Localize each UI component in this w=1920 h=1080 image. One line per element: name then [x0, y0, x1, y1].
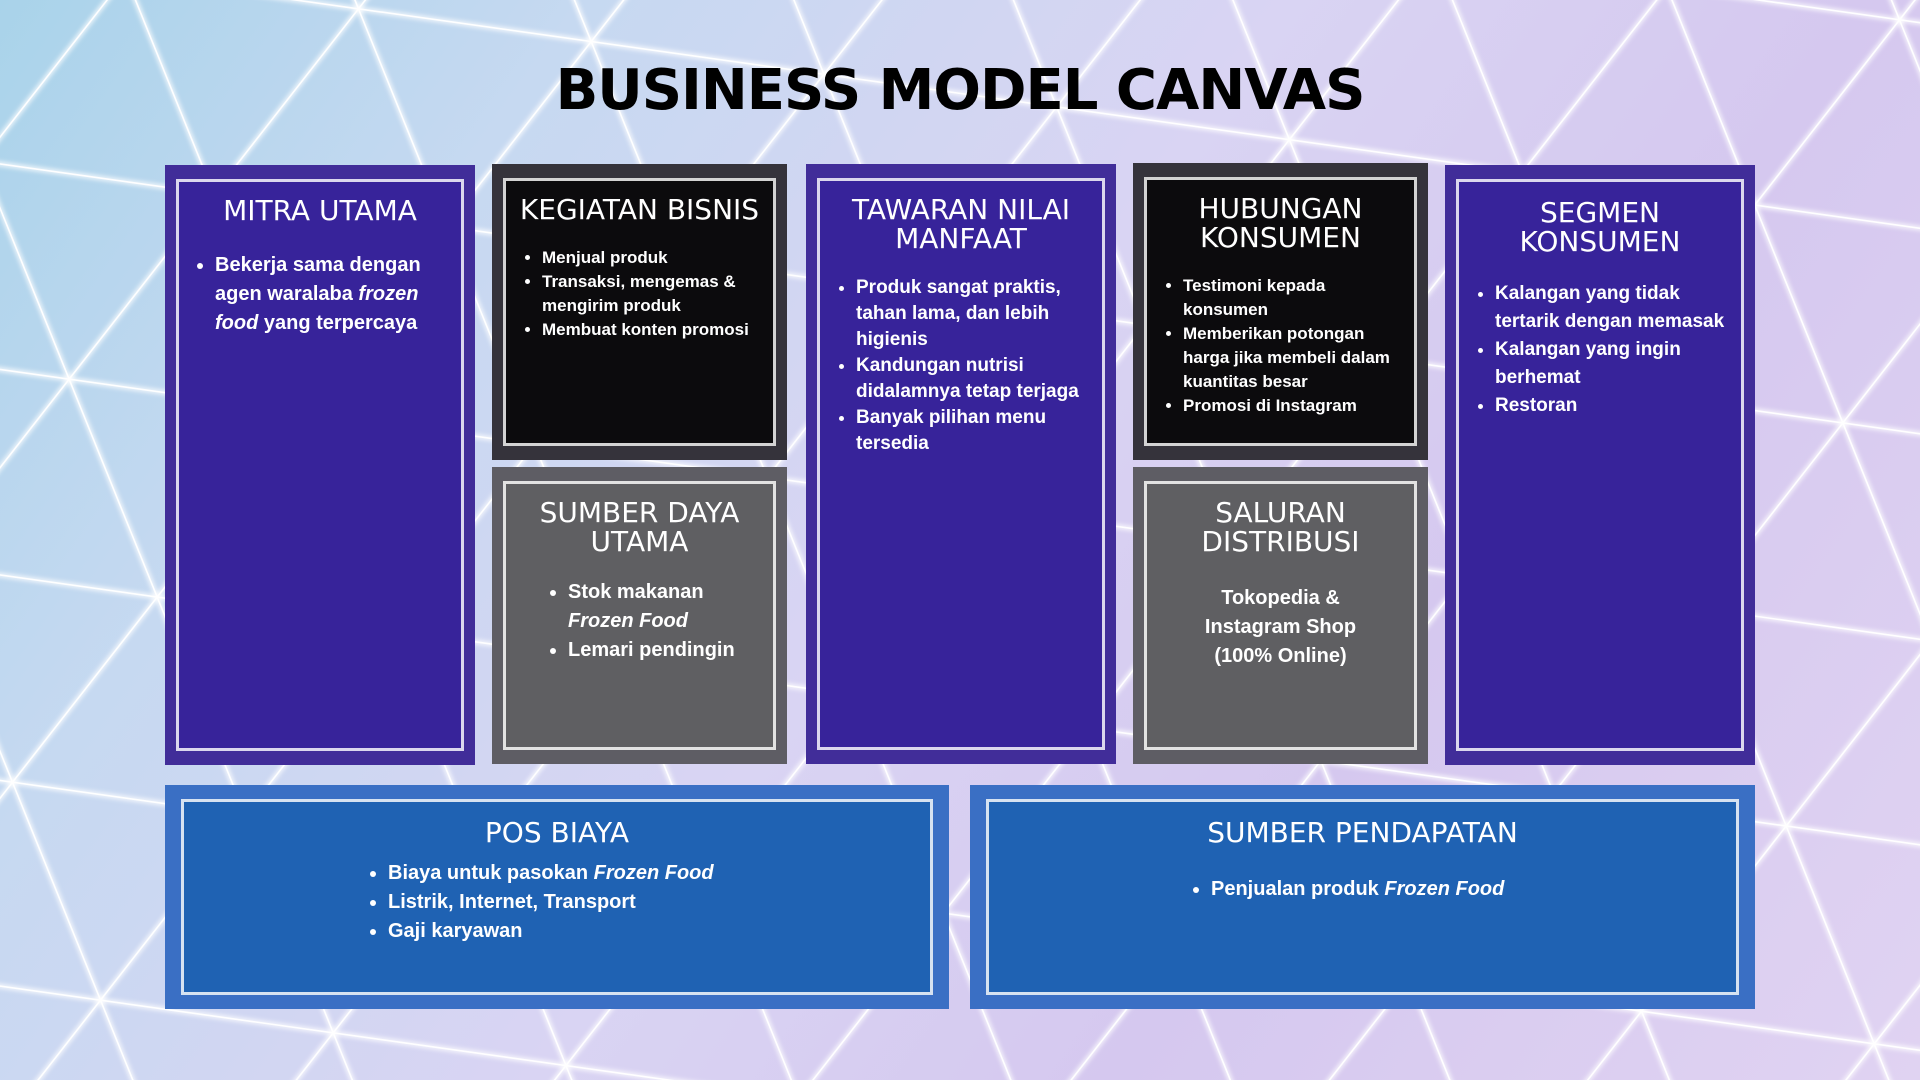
list-item: Stok makanan Frozen Food	[568, 578, 763, 636]
background-line	[0, 0, 87, 1080]
sumber-daya-utama-panel: SUMBER DAYA UTAMA Stok makanan Frozen Fo…	[492, 467, 787, 764]
list-item: Penjualan produk Frozen Food	[1211, 875, 1726, 904]
segmen-konsumen-heading: SEGMEN KONSUMEN	[1519, 196, 1681, 258]
segmen-konsumen-panel: SEGMEN KONSUMEN Kalangan yang tidak tert…	[1445, 165, 1755, 765]
saluran-distribusi-panel: SALURAN DISTRIBUSI Tokopedia & Instagram…	[1133, 467, 1428, 764]
sumber-pendapatan-heading: SUMBER PENDAPATAN	[1207, 816, 1518, 849]
hubungan-konsumen-list: Testimoni kepada konsumen Memberikan pot…	[1157, 274, 1404, 418]
list-item-text: Penjualan produk	[1211, 878, 1385, 900]
list-item: Listrik, Internet, Transport	[388, 888, 920, 917]
list-item: Kalangan yang ingin berhemat	[1495, 336, 1731, 392]
list-item-text: yang terpercaya	[258, 312, 418, 334]
tawaran-nilai-inner: TAWARAN NILAI MANFAAT Produk sangat prak…	[817, 178, 1105, 750]
list-item: Menjual produk	[542, 246, 763, 270]
saluran-distribusi-inner: SALURAN DISTRIBUSI Tokopedia & Instagram…	[1144, 481, 1417, 750]
list-item: Kandungan nutrisi didalamnya tetap terja…	[856, 353, 1092, 405]
pos-biaya-inner: POS BIAYA Biaya untuk pasokan Frozen Foo…	[181, 799, 933, 995]
list-item: Memberikan potongan harga jika membeli d…	[1183, 322, 1404, 394]
hubungan-konsumen-panel: HUBUNGAN KONSUMEN Testimoni kepada konsu…	[1133, 163, 1428, 460]
list-item: Transaksi, mengemas & mengirim produk	[542, 270, 763, 318]
background-line	[0, 0, 87, 1080]
mitra-utama-list: Bekerja sama dengan agen waralaba frozen…	[189, 251, 451, 338]
list-item: Kalangan yang tidak tertarik dengan mema…	[1495, 280, 1731, 336]
list-item-emphasis: Frozen Food	[593, 862, 714, 884]
sumber-daya-utama-list: Stok makanan Frozen Food Lemari pendingi…	[516, 578, 763, 665]
list-item: Restoran	[1495, 392, 1731, 420]
list-item-emphasis: frozen food	[215, 283, 419, 334]
pos-biaya-heading: POS BIAYA	[484, 816, 630, 849]
pos-biaya-list: Biaya untuk pasokan Frozen Food Listrik,…	[194, 859, 920, 946]
list-item-emphasis: Frozen Food	[568, 610, 688, 632]
list-item-text: Biaya untuk pasokan	[388, 862, 594, 884]
list-item: Gaji karyawan	[388, 917, 920, 946]
saluran-distribusi-text: Tokopedia & Instagram Shop (100% Online)	[1204, 587, 1357, 667]
tawaran-nilai-panel: TAWARAN NILAI MANFAAT Produk sangat prak…	[806, 164, 1116, 764]
background-line	[1913, 0, 1920, 1080]
sumber-daya-utama-inner: SUMBER DAYA UTAMA Stok makanan Frozen Fo…	[503, 481, 776, 750]
list-item: Banyak pilihan menu tersedia	[856, 405, 1092, 457]
mitra-utama-heading: MITRA UTAMA	[223, 194, 417, 227]
sumber-pendapatan-panel: SUMBER PENDAPATAN Penjualan produk Froze…	[970, 785, 1755, 1009]
background-line	[1913, 0, 1920, 1080]
hubungan-konsumen-inner: HUBUNGAN KONSUMEN Testimoni kepada konsu…	[1144, 177, 1417, 446]
page-title: BUSINESS MODEL CANVAS	[555, 58, 1366, 123]
kegiatan-bisnis-heading: KEGIATAN BISNIS	[519, 193, 760, 226]
list-item: Testimoni kepada konsumen	[1183, 274, 1404, 322]
mitra-utama-panel: MITRA UTAMA Bekerja sama dengan agen war…	[165, 165, 475, 765]
background-line	[0, 0, 1031, 1080]
list-item: Bekerja sama dengan agen waralaba frozen…	[215, 251, 451, 338]
kegiatan-bisnis-inner: KEGIATAN BISNIS Menjual produk Transaksi…	[503, 178, 776, 446]
saluran-distribusi-heading: SALURAN DISTRIBUSI	[1201, 496, 1360, 558]
segmen-konsumen-list: Kalangan yang tidak tertarik dengan mema…	[1469, 280, 1731, 420]
list-item-text: Stok makanan	[568, 581, 704, 603]
list-item: Biaya untuk pasokan Frozen Food	[388, 859, 920, 888]
kegiatan-bisnis-panel: KEGIATAN BISNIS Menjual produk Transaksi…	[492, 164, 787, 460]
kegiatan-bisnis-list: Menjual produk Transaksi, mengemas & men…	[516, 246, 763, 342]
list-item: Lemari pendingin	[568, 636, 763, 665]
list-item-emphasis: Frozen Food	[1384, 878, 1505, 900]
list-item: Produk sangat praktis, tahan lama, dan l…	[856, 275, 1092, 353]
mitra-utama-inner: MITRA UTAMA Bekerja sama dengan agen war…	[176, 179, 464, 751]
sumber-pendapatan-list: Penjualan produk Frozen Food	[999, 875, 1726, 904]
list-item: Promosi di Instagram	[1183, 394, 1404, 418]
list-item: Membuat konten promosi	[542, 318, 763, 342]
segmen-konsumen-inner: SEGMEN KONSUMEN Kalangan yang tidak tert…	[1456, 179, 1744, 751]
background-line	[1586, 653, 1920, 1080]
sumber-daya-utama-heading: SUMBER DAYA UTAMA	[539, 496, 740, 558]
tawaran-nilai-heading: TAWARAN NILAI MANFAAT	[851, 193, 1071, 255]
list-item-text: Bekerja sama dengan agen waralaba	[215, 254, 421, 305]
hubungan-konsumen-heading: HUBUNGAN KONSUMEN	[1198, 192, 1363, 254]
tawaran-nilai-list: Produk sangat praktis, tahan lama, dan l…	[830, 275, 1092, 457]
pos-biaya-panel: POS BIAYA Biaya untuk pasokan Frozen Foo…	[165, 785, 949, 1009]
sumber-pendapatan-inner: SUMBER PENDAPATAN Penjualan produk Froze…	[986, 799, 1739, 995]
